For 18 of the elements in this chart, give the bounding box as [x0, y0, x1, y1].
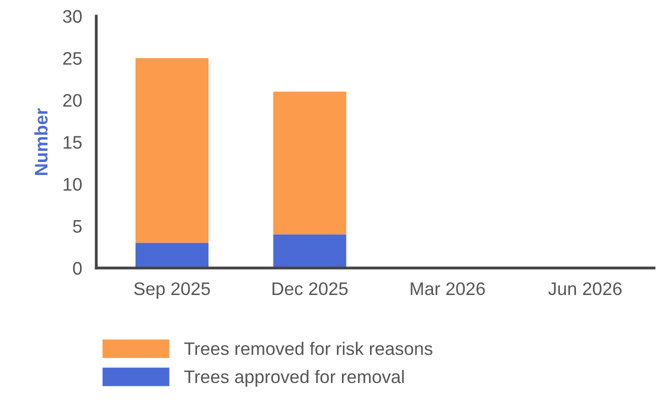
legend-label: Trees approved for removal — [184, 370, 404, 387]
y-tick-label: 0 — [73, 262, 82, 275]
y-tick-label: 15 — [64, 136, 82, 149]
bar — [136, 58, 209, 243]
y-tick-label: 30 — [63, 10, 82, 23]
x-tick-label: Dec 2025 — [272, 282, 348, 296]
y-tick-label: 20 — [63, 94, 82, 107]
x-tick-label: Sep 2025 — [134, 282, 210, 299]
y-tick-label: 5 — [73, 220, 82, 233]
bar — [273, 234, 346, 268]
x-tick-label: Jun 2026 — [548, 282, 622, 296]
x-tick-label: Mar 2026 — [410, 282, 485, 296]
y-tick-label: 25 — [63, 52, 82, 65]
bar — [136, 242, 209, 268]
y-tick-label: 10 — [64, 178, 82, 191]
bar — [273, 92, 346, 234]
y-axis-title: Number — [34, 108, 48, 175]
legend-label: Trees removed for risk reasons — [184, 342, 432, 356]
